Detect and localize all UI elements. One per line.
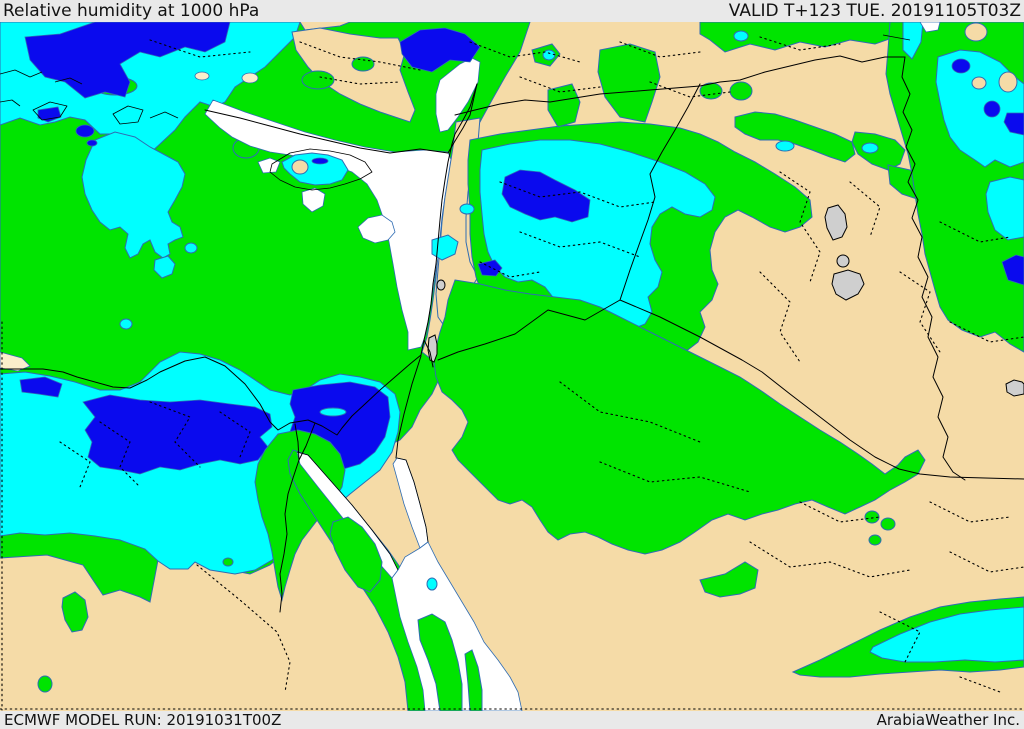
footer-bar: ECMWF MODEL RUN: 20191031T00Z ArabiaWeat… xyxy=(0,711,1024,729)
cyprus-island xyxy=(269,148,373,191)
valid-time-label: VALID T+123 TUE. 20191105T03Z xyxy=(728,1,1021,21)
lake-razzaza xyxy=(831,269,865,301)
anatolia-dry-region xyxy=(194,27,416,123)
egypt-west-blue xyxy=(82,394,273,475)
dotted-admin-borders xyxy=(0,36,1024,711)
persian-gulf-band xyxy=(791,596,1024,678)
map-title: Relative humidity at 1000 hPa xyxy=(3,1,260,21)
coastlines-and-borders xyxy=(0,34,1024,613)
blue-blob-north xyxy=(399,27,481,73)
nile-and-red-sea-region xyxy=(254,429,523,711)
model-run-label: ECMWF MODEL RUN: 20191031T00Z xyxy=(4,711,282,729)
humidity-map xyxy=(0,22,1024,711)
sea-of-galilee xyxy=(436,279,446,291)
syria-blue-blob xyxy=(501,169,591,223)
zagros-moist-region xyxy=(885,22,1024,353)
dead-sea xyxy=(427,334,438,363)
header-bar: Relative humidity at 1000 hPa VALID T+12… xyxy=(0,0,1024,22)
saudi-green-mass xyxy=(433,279,926,598)
southwest-green-spots xyxy=(37,557,234,693)
credit-label: ArabiaWeather Inc. xyxy=(876,711,1020,729)
map-canvas xyxy=(0,22,1024,711)
lake-tharthar xyxy=(824,204,848,241)
lakes xyxy=(427,204,1024,397)
mediterranean-white-band xyxy=(0,57,481,372)
red-sea-white xyxy=(391,541,523,711)
